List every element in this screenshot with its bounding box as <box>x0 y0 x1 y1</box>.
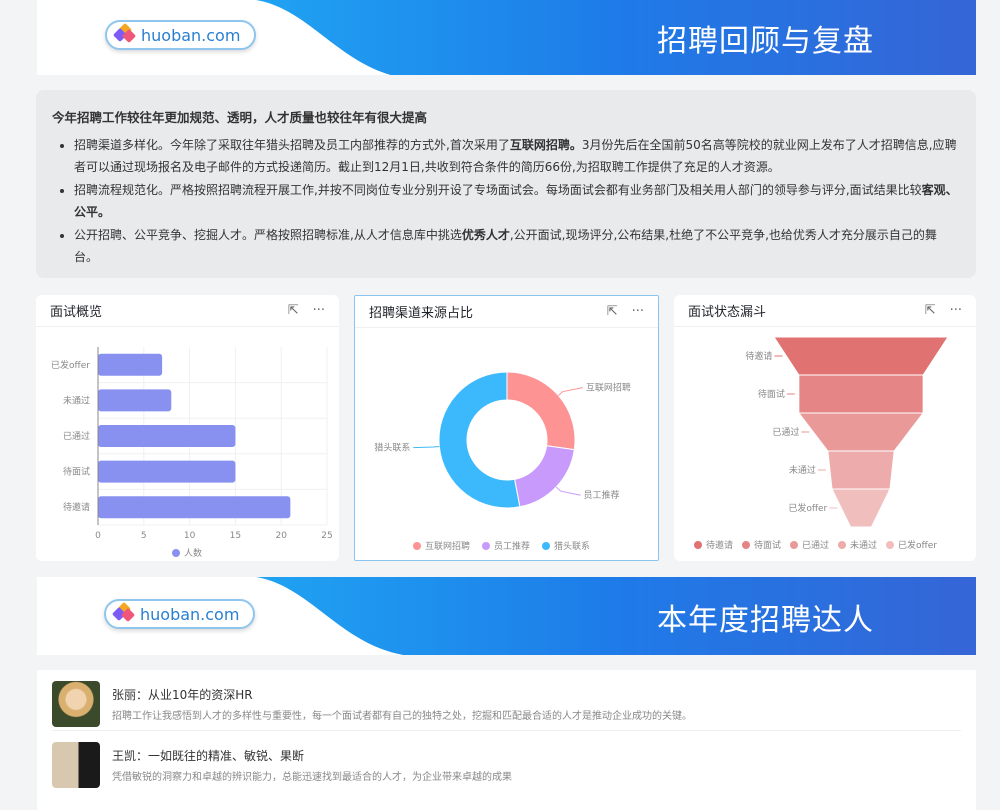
y-tick-label: 未通过 <box>63 394 90 406</box>
card-interview-overview: 面试概览 ⇱ ··· 0 5 10 15 20 25 待邀请 待面试 已通过 未通过 已发offer 人数 <box>36 295 339 561</box>
person-desc: 凭借敏锐的洞察力和卓越的辨识能力，总能迅速找到最适合的人才，为企业带来卓越的成果 <box>112 771 512 783</box>
card-channel-share: 招聘渠道来源占比 ⇱ ··· 互联网招聘 员工推荐 猎头联系 互联网招聘 员工推荐 猎头联系 <box>354 295 659 561</box>
segment-label: 待面试 <box>758 388 785 400</box>
bar-chart: 0 5 10 15 20 25 待邀请 待面试 已通过 未通过 已发offer 人数 <box>51 347 333 559</box>
donut-slice <box>438 371 521 509</box>
card-title: 面试状态漏斗 <box>688 305 767 320</box>
person-name: 张丽：从业10年的资深HR <box>112 688 253 702</box>
segment-label: 已发offer <box>788 502 827 514</box>
list-item: 王凯：一如既往的精准、敏锐、果断凭借敏锐的洞察力和卓越的辨识能力，总能迅速找到最… <box>52 730 961 790</box>
legend-marker <box>172 549 180 557</box>
legend-marker <box>790 541 798 549</box>
donut-slice <box>506 371 576 451</box>
bar <box>98 353 163 376</box>
open-external-icon[interactable]: ⇱ <box>924 303 936 318</box>
legend-marker <box>482 542 490 550</box>
y-tick-label: 待邀请 <box>63 501 90 513</box>
y-tick-label: 已发offer <box>51 359 90 371</box>
legend-marker <box>542 542 550 550</box>
person-name: 王凯：一如既往的精准、敏锐、果断 <box>112 748 305 763</box>
open-external-icon[interactable]: ⇱ <box>606 304 618 319</box>
legend-label: 已通过 <box>802 539 829 551</box>
more-icon[interactable]: ··· <box>631 304 644 319</box>
list-item: 张丽：从业10年的资深HR 招聘工作让我感悟到人才的多样性与重要性，每一个面试者都… <box>52 670 961 730</box>
legend-marker <box>694 541 702 549</box>
legend-label: 已发offer <box>898 539 937 551</box>
huoban-logo: huoban.com <box>104 599 256 629</box>
legend-label: 互联网招聘 <box>425 540 470 552</box>
banner-title: 招聘回顾与复盘 <box>657 24 874 59</box>
banner-recruitment-review: huoban.com 招聘回顾与复盘 <box>37 0 976 75</box>
funnel-segment <box>798 374 924 414</box>
y-tick-label: 已通过 <box>63 430 90 442</box>
legend-label: 猎头联系 <box>554 540 590 552</box>
funnel-segment <box>773 336 949 376</box>
summary-item: 公开招聘、公平竞争、挖掘人才。严格按照招聘标准,从人才信息库中挑选优秀人才,公开… <box>74 224 960 268</box>
legend-marker <box>886 541 894 549</box>
summary-heading: 今年招聘工作较往年更加规范、透明，人才质量也较往年有很大提高 <box>52 110 428 125</box>
segment-label: 待邀请 <box>745 350 772 362</box>
segment-label: 已通过 <box>772 426 799 438</box>
legend-label: 员工推荐 <box>494 540 530 552</box>
legend-marker <box>413 542 421 550</box>
bar <box>98 425 236 447</box>
legend-label: 待邀请 <box>706 539 733 551</box>
banner-top-recruiters: huoban.com 本年度招聘达人 <box>37 577 976 655</box>
bar <box>98 496 291 519</box>
segment-label: 未通过 <box>789 464 816 476</box>
label-line <box>555 486 581 496</box>
legend-label: 人数 <box>184 547 202 559</box>
label-line <box>558 387 584 396</box>
person-desc: 招聘工作让我感悟到人才的多样性与重要性，每一个面试者都有自己的独特之处，挖掘和匹… <box>112 711 692 722</box>
logo-text: huoban.com <box>141 25 241 45</box>
slice-label: 互联网招聘 <box>586 382 631 394</box>
huoban-logo: huoban.com <box>105 20 257 50</box>
logo-icon <box>112 22 137 45</box>
funnel-segment <box>827 450 895 490</box>
y-tick-label: 待面试 <box>63 466 90 478</box>
x-tick-label: 15 <box>230 531 241 541</box>
open-external-icon[interactable]: ⇱ <box>287 303 299 318</box>
summary-panel: 今年招聘工作较往年更加规范、透明，人才质量也较往年有很大提高 招聘渠道多样化。今… <box>36 90 976 278</box>
donut-slice <box>513 445 575 508</box>
logo-text: huoban.com <box>140 604 240 624</box>
slice-label: 员工推荐 <box>584 489 620 501</box>
funnel-segment <box>831 488 891 528</box>
x-tick-label: 0 <box>95 531 101 541</box>
card-interview-funnel: 面试状态漏斗 ⇱ ··· 待邀请 待面试 已通过 未通过 已发offer 待邀请 待面试 已通过未… <box>674 295 976 561</box>
x-tick-label: 5 <box>141 531 147 541</box>
card-title: 面试概览 <box>50 305 103 320</box>
bar <box>98 460 236 483</box>
summary-item: 招聘流程规范化。严格按照招聘流程开展工作,并按不同岗位专业分别开设了专场面试会。… <box>74 179 960 223</box>
legend-marker <box>838 541 846 549</box>
legend-label: 未通过 <box>850 539 877 551</box>
banner-wave <box>256 0 976 75</box>
funnel-segment <box>797 412 925 452</box>
logo-icon <box>111 601 136 624</box>
more-icon[interactable]: ··· <box>949 303 962 318</box>
slice-label: 猎头联系 <box>374 442 410 454</box>
bar <box>98 389 172 412</box>
legend-marker <box>742 541 750 549</box>
more-icon[interactable]: ··· <box>312 303 325 318</box>
banner-title: 本年度招聘达人 <box>657 603 874 638</box>
avatar <box>52 741 100 788</box>
x-tick-label: 20 <box>275 531 287 541</box>
summary-item: 招聘渠道多样化。今年除了采取往年猎头招聘及员工内部推荐的方式外,首次采用了互联网… <box>74 134 960 178</box>
avatar <box>52 681 100 727</box>
recruiter-list: 张丽：从业10年的资深HR 招聘工作让我感悟到人才的多样性与重要性，每一个面试者都… <box>37 670 976 810</box>
card-title: 招聘渠道来源占比 <box>369 306 474 321</box>
label-line <box>413 445 440 449</box>
x-tick-label: 25 <box>321 531 332 541</box>
x-tick-label: 10 <box>184 531 196 541</box>
legend-label: 待面试 <box>754 539 781 551</box>
banner-wave <box>256 577 976 655</box>
